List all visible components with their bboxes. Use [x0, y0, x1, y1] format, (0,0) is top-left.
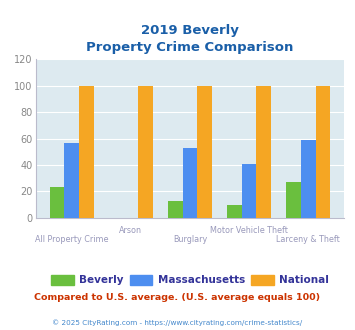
Bar — [256, 86, 271, 218]
Bar — [50, 187, 64, 218]
Text: © 2025 CityRating.com - https://www.cityrating.com/crime-statistics/: © 2025 CityRating.com - https://www.city… — [53, 319, 302, 326]
Bar — [316, 86, 330, 218]
Bar — [182, 148, 197, 218]
Bar — [197, 86, 212, 218]
Bar — [79, 86, 94, 218]
Bar — [242, 164, 256, 218]
Bar — [64, 143, 79, 218]
Text: All Property Crime: All Property Crime — [35, 235, 109, 244]
Bar — [286, 182, 301, 218]
Bar — [138, 86, 153, 218]
Legend: Beverly, Massachusetts, National: Beverly, Massachusetts, National — [47, 271, 333, 289]
Title: 2019 Beverly
Property Crime Comparison: 2019 Beverly Property Crime Comparison — [86, 24, 294, 54]
Bar — [227, 205, 242, 218]
Text: Burglary: Burglary — [173, 235, 207, 244]
Text: Larceny & Theft: Larceny & Theft — [276, 235, 340, 244]
Bar — [168, 201, 182, 218]
Text: Compared to U.S. average. (U.S. average equals 100): Compared to U.S. average. (U.S. average … — [34, 293, 321, 302]
Text: Arson: Arson — [119, 226, 142, 235]
Bar — [301, 140, 316, 218]
Text: Motor Vehicle Theft: Motor Vehicle Theft — [210, 226, 288, 235]
